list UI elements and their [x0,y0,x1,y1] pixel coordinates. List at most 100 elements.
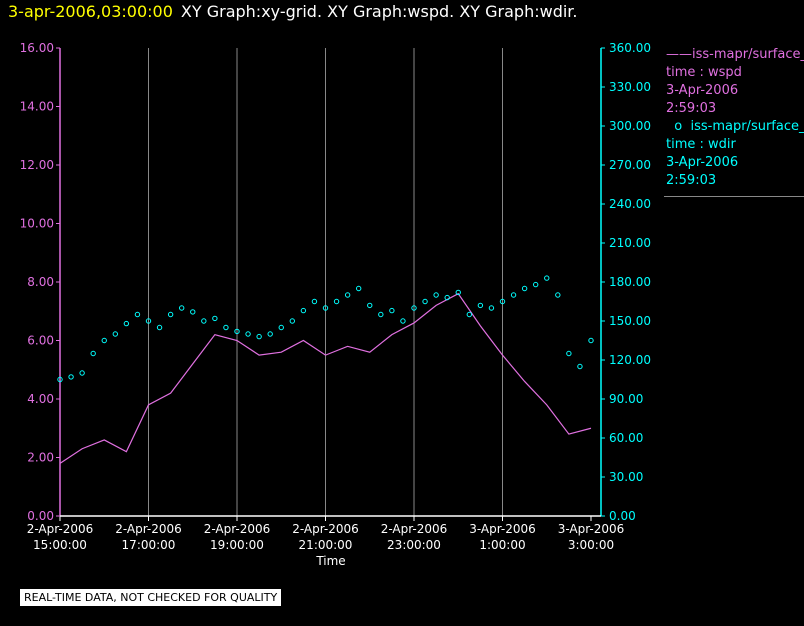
right-y-tick-label: 240.00 [609,197,651,211]
legend-series-time: 2:59:03 [666,101,717,116]
wdir-point [588,337,594,344]
right-y-tick-label: 150.00 [609,314,651,328]
right-y-tick-label: 270.00 [609,158,651,172]
graph-title: XY Graph:xy-grid. XY Graph:wspd. XY Grap… [180,2,578,21]
left-y-tick-label: 6.00 [27,334,54,348]
wdir-point [167,311,174,318]
graph-header: 3-apr-2006,03:00:00 XY Graph:xy-grid. XY … [8,2,578,21]
left-y-tick-label: 2.00 [27,451,54,465]
left-y-tick-label: 4.00 [27,392,54,406]
x-tick-label: 21:00:00 [299,538,353,552]
wdir-point [477,302,484,309]
x-tick-label: 23:00:00 [387,538,441,552]
wdir-point [289,318,296,324]
x-tick-label: 2-Apr-2006 [381,522,448,536]
wdir-point [267,331,273,337]
legend-series-time: 2:59:03 [666,173,717,188]
wdir-point [134,311,141,318]
series [57,275,594,464]
legend: —— iss-mapr/surface_r time : wspd 3-Apr-2… [664,46,804,197]
wdir-point [344,292,351,298]
x-tick-label: 1:00:00 [479,538,525,552]
right-y-tick-label: 330.00 [609,80,651,94]
right-y-tick-label: 120.00 [609,353,651,367]
wdir-point [101,337,107,344]
x-tick-label: 15:00:00 [33,538,87,552]
x-tick-label: 17:00:00 [122,538,176,552]
wdir-point [57,376,63,383]
wdir-point [455,289,461,296]
legend-series-name: iss-mapr/surface_r [690,119,804,134]
grid [148,48,503,516]
wdir-point [79,370,85,376]
wspd-line [59,292,592,464]
left-y-tick-label: 12.00 [20,158,54,172]
wdir-point [322,305,329,311]
x-tick-label: 2-Apr-2006 [292,522,359,536]
legend-entry-wspd: ——iss-mapr/surface_r time : wspd 3-Apr-2… [664,46,804,118]
wdir-point [256,333,262,340]
x-tick-label: 3-Apr-2006 [558,522,625,536]
wdir-point [411,305,417,311]
x-axis-label: Time [315,554,345,568]
right-y-tick-label: 30.00 [609,470,643,484]
quality-notice: REAL-TIME DATA, NOT CHECKED FOR QUALITY [20,589,282,606]
right-y-tick-label: 60.00 [609,431,643,445]
wdir-point [190,309,196,315]
right-y-tick-label: 90.00 [609,392,643,406]
wdir-point [278,324,284,331]
legend-series-field: time : wspd [666,65,742,80]
legend-series-field: time : wdir [666,137,736,152]
wdir-point [444,294,450,301]
wdir-point [466,311,473,318]
wdir-point [245,331,251,337]
wdir-point [234,328,240,335]
wdir-point [433,292,439,298]
wdir-point [544,275,550,281]
wdir-point [555,292,561,298]
wdir-point [156,324,163,331]
legend-point-marker: o [666,119,691,134]
x-tick-label: 2-Apr-2006 [115,522,182,536]
wdir-point [488,305,495,311]
wdir-point [510,292,517,298]
wdir-point [355,285,362,292]
legend-entry-wdir: o iss-mapr/surface_r time : wdir 3-Apr-2… [664,118,804,190]
right-y-tick-label: 360.00 [609,41,651,55]
wdir-point [201,318,207,324]
legend-line-marker: —— [666,47,692,62]
wdir-point [577,363,583,370]
left-y-tick-label: 14.00 [20,100,54,114]
wdir-point [367,302,373,309]
legend-divider [664,196,804,197]
wdir-point [400,318,406,324]
wdir-point [389,307,395,314]
wdir-point [566,350,572,357]
timestamp: 3-apr-2006,03:00:00 [8,2,173,21]
right-y-tick-label: 0.00 [609,509,636,523]
wdir-point [212,315,218,322]
x-tick-label: 2-Apr-2006 [204,522,271,536]
right-y-tick-label: 300.00 [609,119,651,133]
x-tick-label: 19:00:00 [210,538,264,552]
right-y-tick-label: 210.00 [609,236,651,250]
wdir-point [499,298,506,305]
wdir-point [311,298,318,305]
wdir-point [112,331,119,337]
wdir-point [521,285,528,292]
wdir-point [223,324,229,331]
wdir-point [68,374,74,380]
wdir-point [90,350,96,357]
wdir-point [532,281,539,288]
x-tick-label: 3:00:00 [568,538,614,552]
wdir-point [300,307,307,314]
wdir-point [378,311,384,318]
wdir-point [145,318,152,324]
x-tick-label: 3-Apr-2006 [469,522,536,536]
legend-series-date: 3-Apr-2006 [666,155,739,170]
wdir-point [333,298,340,305]
axes: 2-Apr-2006 15:00:00 2-Apr-2006 17:00:00 2-Ap… [20,41,651,552]
legend-series-date: 3-Apr-2006 [666,83,739,98]
wdir-point [178,305,185,311]
